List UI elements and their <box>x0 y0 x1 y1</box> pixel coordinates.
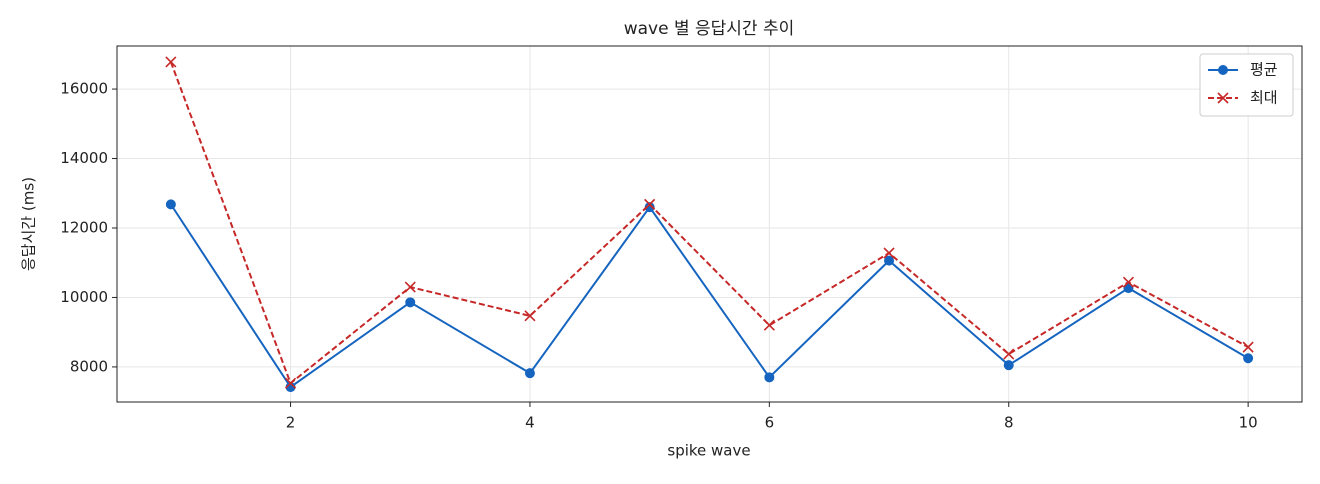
marker <box>644 202 655 213</box>
marker <box>883 247 895 259</box>
legend-label: 평균 <box>1250 61 1278 79</box>
marker <box>1122 276 1135 288</box>
y-tick-label: 12000 <box>60 218 108 236</box>
y-tick-label: 14000 <box>60 149 108 167</box>
y-tick-label: 8000 <box>70 357 108 375</box>
marker <box>284 377 297 389</box>
x-axis-label: spike wave <box>667 442 750 460</box>
chart-title: wave 별 응답시간 추이 <box>624 19 795 39</box>
marker <box>1003 360 1014 371</box>
x-tick-label: 8 <box>1004 414 1014 432</box>
y-axis-label: 응답시간 (ms) <box>20 177 38 271</box>
marker <box>884 255 895 266</box>
x-tick-label: 10 <box>1239 414 1258 432</box>
series-line <box>169 61 1249 385</box>
marker <box>1243 353 1254 364</box>
marker <box>1242 341 1254 353</box>
y-tick-label: 16000 <box>60 80 108 98</box>
legend-marker <box>1218 65 1228 75</box>
marker <box>165 56 177 68</box>
marker <box>404 281 416 293</box>
x-tick-label: 2 <box>286 414 296 432</box>
marker <box>405 297 416 308</box>
plot-frame <box>116 45 1303 403</box>
legend-label: 최대 <box>1250 89 1278 107</box>
marker <box>644 198 656 210</box>
legend-marker <box>1217 92 1229 104</box>
series-line <box>170 203 1249 389</box>
marker <box>524 368 535 379</box>
x-tick-label: 4 <box>525 414 535 432</box>
y-tick-label: 10000 <box>60 288 108 306</box>
marker <box>764 372 775 383</box>
marker <box>285 382 296 393</box>
x-tick-label: 6 <box>765 414 775 432</box>
marker <box>165 199 176 210</box>
marker <box>524 310 536 322</box>
marker <box>1003 348 1015 360</box>
marker <box>763 319 775 331</box>
legend-box <box>1199 53 1294 117</box>
